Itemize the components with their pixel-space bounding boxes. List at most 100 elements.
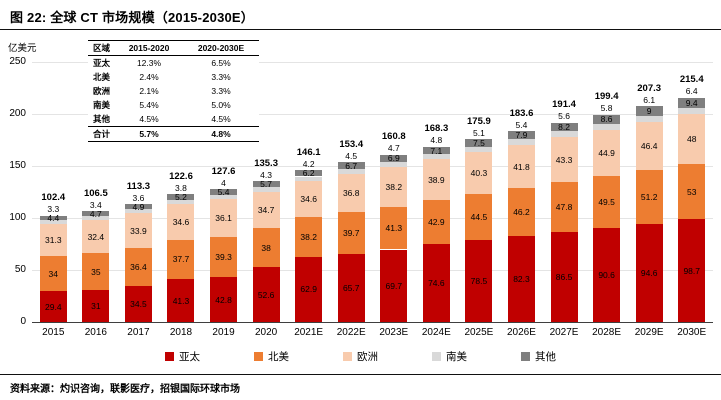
bar-segment-label: 74.6 [428, 278, 445, 289]
bar-segment-label: 44.9 [598, 147, 615, 158]
cagr-table-row: 其他 4.5% 4.5% [88, 112, 260, 127]
bar-segment-欧洲 [380, 166, 408, 207]
bar-segment-label: 38.2 [385, 181, 403, 192]
bar-segment-label: 29.4 [45, 301, 62, 312]
bar-segment-label: 4.9 [132, 201, 145, 212]
bar-segment-南美 [635, 115, 663, 123]
legend-swatch [165, 352, 174, 361]
bar-segment-label: 3.4 [89, 199, 102, 210]
cagr-table-header-cell: 2015-2020 [115, 40, 184, 56]
bar-segment-欧洲 [337, 174, 365, 213]
bar-segment-label: 3.8 [175, 182, 187, 193]
source-note: 资料来源：灼识咨询，联影医疗，招银国际环球市场 [10, 384, 240, 395]
bar-segment-北美 [39, 256, 67, 292]
bar-segment-欧洲 [295, 180, 323, 217]
bar-total-label: 135.3 [254, 157, 278, 169]
bar-segment-label: 39.7 [342, 228, 360, 239]
cagr-table-row: 南美 5.4% 5.0% [88, 98, 260, 112]
x-axis-label: 2017 [127, 327, 150, 338]
bar-segment-label: 31 [91, 300, 101, 311]
bar-segment-label: 48 [686, 134, 697, 145]
bar-segment-南美 [252, 187, 280, 192]
bar-segment-南美 [82, 216, 110, 220]
bar-segment-label: 4.8 [430, 135, 443, 146]
bar-total-label: 146.1 [296, 146, 321, 158]
legend-swatch [254, 352, 263, 361]
bar-segment-其他 [167, 194, 195, 200]
legend-swatch [343, 352, 352, 361]
bar-segment-北美 [295, 216, 323, 257]
bar-segment-label: 5.2 [175, 192, 187, 203]
bar-segment-北美 [635, 170, 663, 224]
x-axis-label: 2015 [42, 327, 65, 338]
bar-segment-label: 4.7 [387, 143, 400, 154]
bar-total-label: 160.8 [381, 131, 406, 143]
bar-segment-label: 6.4 [685, 86, 698, 97]
cagr-table-cell: 12.3% [115, 55, 184, 70]
cagr-table-header-cell: 2020-2030E [183, 40, 260, 56]
grid-line [32, 270, 713, 271]
bar-segment-亚太 [550, 232, 578, 322]
legend-item: 南美 [432, 349, 467, 364]
bar-segment-label: 44.5 [470, 212, 488, 223]
bar-segment-label: 42.8 [215, 294, 232, 305]
legend-swatch [432, 352, 441, 361]
bar-segment-其他 [678, 97, 706, 108]
bar-segment-亚太 [465, 240, 493, 322]
bar-segment-亚太 [678, 219, 706, 322]
bar-segment-label: 39.3 [215, 252, 232, 263]
bar-segment-亚太 [295, 256, 323, 322]
bar-segment-南美 [507, 139, 535, 145]
bar-total-label: 207.3 [637, 82, 662, 94]
footer-divider [0, 374, 721, 375]
bar-segment-label: 53 [686, 186, 697, 197]
cagr-inset-table: 区域 2015-2020 2020-2030E 亚太 12.3% 6.5% 北美 2.4% 3… [88, 40, 260, 142]
legend-label: 欧洲 [357, 351, 378, 363]
bar-segment-label: 4.2 [302, 158, 315, 169]
bar-segment-label: 82.3 [513, 274, 530, 285]
cagr-table-cell: 欧洲 [88, 84, 116, 98]
bar-segment-其他 [422, 146, 450, 155]
bar-segment-南美 [422, 154, 450, 160]
grid-line [32, 218, 713, 219]
bar-segment-其他 [210, 189, 238, 195]
bar-segment-其他 [635, 106, 663, 116]
bar-segment-label: 4 [221, 177, 226, 188]
bar-total-label: 102.4 [41, 192, 66, 203]
bar-segment-其他 [252, 181, 280, 188]
bar-segment-欧洲 [210, 199, 238, 237]
bar-total-label: 113.3 [126, 180, 151, 192]
bar-segment-亚太 [124, 286, 152, 322]
bar-segment-label: 5.4 [217, 187, 230, 198]
bar-segment-欧洲 [167, 203, 195, 240]
bar-segment-亚太 [337, 253, 365, 322]
x-axis-label: 2016 [84, 327, 107, 338]
bar-total-label: 153.4 [339, 138, 364, 150]
bar-total-label: 191.4 [552, 99, 576, 111]
x-axis-label: 2030E [677, 327, 707, 338]
legend-label: 北美 [268, 351, 289, 363]
bar-segment-南美 [678, 107, 706, 115]
cagr-table-row: 欧洲 2.1% 3.3% [88, 84, 260, 98]
legend-swatch [521, 352, 530, 361]
bar-segment-北美 [678, 164, 706, 220]
bar-segment-其他 [593, 114, 621, 124]
bar-segment-label: 4.7 [89, 208, 102, 219]
bar-total-label: 127.6 [211, 165, 236, 177]
cagr-table-cell: 北美 [88, 70, 116, 84]
bar-segment-其他 [82, 211, 110, 217]
x-axis-label: 2029E [634, 327, 664, 338]
bar-segment-label: 40.3 [470, 168, 488, 179]
bar-segment-label: 5.7 [260, 179, 272, 190]
bar-segment-南美 [337, 169, 365, 175]
bar-segment-label: 36.8 [342, 188, 360, 199]
bar-segment-label: 33.9 [130, 225, 147, 236]
cagr-table-cell: 其他 [88, 112, 116, 127]
bar-segment-南美 [295, 176, 323, 181]
bar-segment-label: 5.6 [558, 111, 570, 122]
bar-total-label: 215.4 [679, 74, 704, 86]
cagr-table-cell: 4.8% [183, 126, 260, 142]
title-divider [0, 29, 721, 30]
grid-line [32, 114, 713, 115]
bar-segment-其他 [507, 131, 535, 140]
